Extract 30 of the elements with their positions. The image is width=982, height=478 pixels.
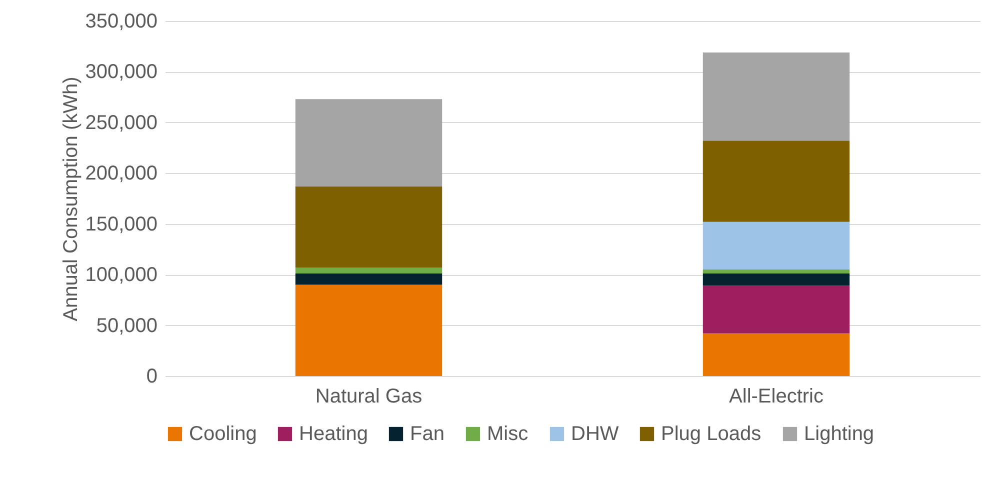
bar — [295, 284, 442, 376]
legend-label: Plug Loads — [661, 423, 762, 445]
x-tick-label: Natural Gas — [315, 386, 422, 408]
bar — [702, 222, 850, 270]
legend-label: Cooling — [189, 423, 257, 445]
legend-label: Heating — [299, 423, 368, 445]
y-tick-label: 200,000 — [85, 162, 158, 185]
legend-label: Misc — [487, 423, 528, 445]
y-tick-label: 150,000 — [85, 213, 158, 236]
bar — [702, 333, 850, 376]
legend-label: DHW — [571, 423, 619, 445]
y-axis-title: Annual Consumption (kWh) — [60, 76, 82, 322]
y-tick-label: 0 — [146, 366, 158, 388]
y-tick-label: 300,000 — [85, 61, 158, 84]
bar — [702, 140, 850, 222]
legend-label: Fan — [410, 423, 444, 445]
y-tick-label: 250,000 — [85, 112, 158, 134]
bar — [702, 286, 850, 334]
y-tick-label: 350,000 — [85, 10, 158, 32]
x-tick-label: All-Electric — [729, 386, 824, 408]
bar — [295, 274, 442, 285]
bar — [295, 186, 442, 268]
y-tick-label: 50,000 — [96, 314, 158, 337]
y-tick-label: 100,000 — [85, 264, 158, 286]
bar — [702, 52, 850, 141]
bar — [702, 274, 850, 286]
bar — [295, 267, 442, 274]
bar — [295, 99, 442, 186]
legend-label: Lighting — [804, 423, 874, 445]
bar — [702, 270, 850, 274]
